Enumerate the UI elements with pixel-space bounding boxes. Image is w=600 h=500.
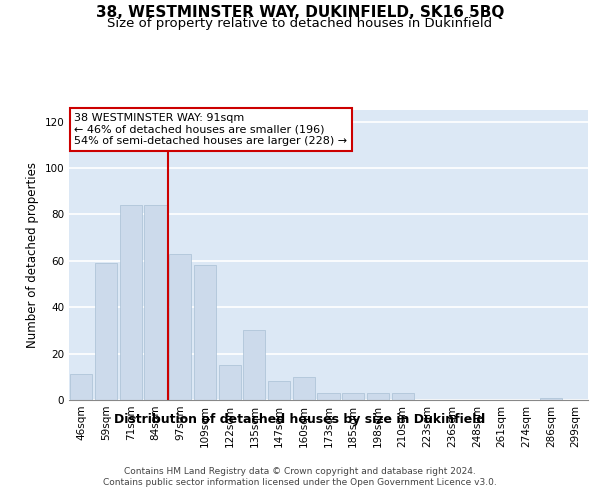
Text: Contains HM Land Registry data © Crown copyright and database right 2024.
Contai: Contains HM Land Registry data © Crown c… <box>103 468 497 487</box>
Text: Size of property relative to detached houses in Dukinfield: Size of property relative to detached ho… <box>107 18 493 30</box>
Bar <box>169 254 191 400</box>
Bar <box>342 393 364 400</box>
Bar <box>119 205 142 400</box>
Bar <box>367 393 389 400</box>
Bar <box>95 263 117 400</box>
Bar <box>317 393 340 400</box>
Bar <box>145 205 167 400</box>
Text: 38, WESTMINSTER WAY, DUKINFIELD, SK16 5BQ: 38, WESTMINSTER WAY, DUKINFIELD, SK16 5B… <box>96 5 504 20</box>
Text: Distribution of detached houses by size in Dukinfield: Distribution of detached houses by size … <box>115 412 485 426</box>
Bar <box>243 330 265 400</box>
Bar <box>293 377 315 400</box>
Bar <box>70 374 92 400</box>
Bar <box>268 382 290 400</box>
Y-axis label: Number of detached properties: Number of detached properties <box>26 162 39 348</box>
Bar <box>392 393 414 400</box>
Bar <box>218 365 241 400</box>
Bar <box>194 266 216 400</box>
Bar <box>540 398 562 400</box>
Text: 38 WESTMINSTER WAY: 91sqm
← 46% of detached houses are smaller (196)
54% of semi: 38 WESTMINSTER WAY: 91sqm ← 46% of detac… <box>74 113 347 146</box>
